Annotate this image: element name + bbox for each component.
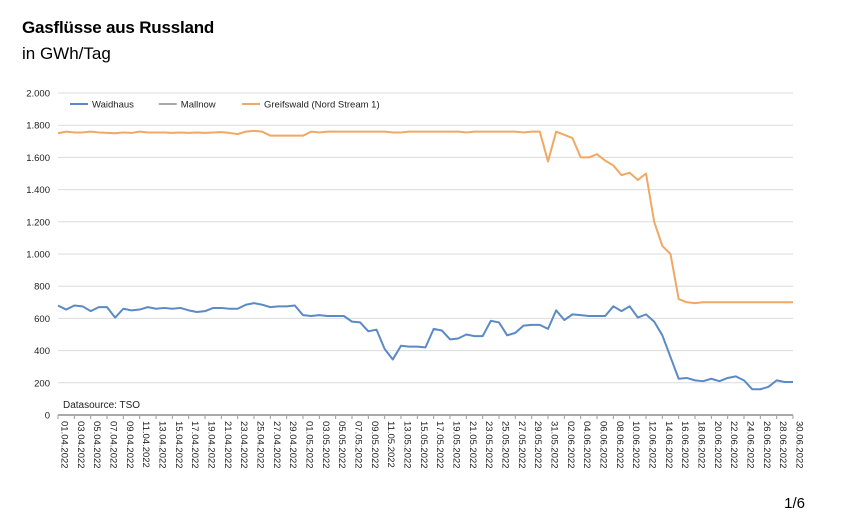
y-tick-label: 1.400 bbox=[26, 185, 50, 196]
x-tick-label: 19.04.2022 bbox=[206, 421, 217, 469]
x-tick-label: 02.06.2022 bbox=[565, 421, 576, 469]
page-number: 1/6 bbox=[784, 495, 805, 512]
y-tick-label: 1.200 bbox=[26, 217, 50, 228]
y-tick-label: 600 bbox=[34, 314, 50, 325]
x-tick-label: 21.04.2022 bbox=[222, 421, 233, 469]
source-note: Datasource: TSO bbox=[63, 400, 140, 411]
x-tick-label: 05.05.2022 bbox=[336, 421, 347, 469]
x-tick-label: 08.06.2022 bbox=[614, 421, 625, 469]
y-tick-label: 200 bbox=[34, 378, 50, 389]
x-tick-label: 13.04.2022 bbox=[157, 421, 168, 469]
y-tick-label: 1.600 bbox=[26, 153, 50, 164]
y-tick-label: 400 bbox=[34, 346, 50, 357]
x-tick-label: 17.05.2022 bbox=[434, 421, 445, 469]
x-tick-label: 01.04.2022 bbox=[59, 421, 70, 469]
chart-subtitle: in GWh/Tag bbox=[22, 44, 111, 63]
legend-label: Greifswald (Nord Stream 1) bbox=[264, 100, 380, 111]
legend-label: Waidhaus bbox=[92, 100, 134, 111]
series-line-waidhaus bbox=[57, 302, 793, 391]
x-tick-label: 09.05.2022 bbox=[369, 421, 380, 469]
x-tick-label: 30.06.2022 bbox=[794, 421, 805, 469]
x-tick-label: 06.06.2022 bbox=[598, 421, 609, 469]
x-tick-label: 13.05.2022 bbox=[402, 421, 413, 469]
x-tick-label: 03.04.2022 bbox=[75, 421, 86, 469]
x-tick-label: 20.06.2022 bbox=[712, 421, 723, 469]
x-tick-label: 29.04.2022 bbox=[287, 421, 298, 469]
x-tick-label: 10.06.2022 bbox=[630, 421, 641, 469]
x-tick-label: 01.05.2022 bbox=[304, 421, 315, 469]
legend-label: Mallnow bbox=[181, 100, 216, 111]
x-tick-label: 31.05.2022 bbox=[549, 421, 560, 469]
x-tick-label: 27.04.2022 bbox=[271, 421, 282, 469]
x-tick-label: 22.06.2022 bbox=[728, 421, 739, 469]
x-tick-label: 21.05.2022 bbox=[467, 421, 478, 469]
x-tick-label: 03.05.2022 bbox=[320, 421, 331, 469]
series-lines bbox=[57, 129, 793, 416]
x-tick-label: 25.05.2022 bbox=[500, 421, 511, 469]
x-axis: 01.04.2022 03.04.2022 05.04.2022 07.04.2022… bbox=[57, 415, 805, 469]
x-tick-label: 09.04.2022 bbox=[124, 421, 135, 469]
x-tick-label: 12.06.2022 bbox=[647, 421, 658, 469]
legend: Waidhaus Mallnow Greifswald (Nord Stream 1… bbox=[70, 100, 380, 111]
x-tick-label: 11.04.2022 bbox=[140, 421, 151, 468]
x-tick-label: 26.06.2022 bbox=[761, 421, 772, 469]
x-tick-label: 23.04.2022 bbox=[238, 421, 249, 469]
x-tick-label: 15.05.2022 bbox=[418, 421, 429, 469]
chart-title: Gasflüsse aus Russland bbox=[22, 18, 215, 37]
y-tick-label: 2.000 bbox=[26, 89, 50, 100]
x-tick-label: 15.04.2022 bbox=[173, 421, 184, 469]
x-tick-label: 16.06.2022 bbox=[679, 421, 690, 469]
y-tick-label: 1.800 bbox=[26, 121, 50, 132]
x-tick-label: 07.04.2022 bbox=[108, 421, 119, 469]
y-axis: 0 200 400 600 800 1.000 1.200 1.400 1.600 1.800 2.… bbox=[26, 89, 50, 422]
y-tick-label: 800 bbox=[34, 282, 50, 293]
series-line-greifswald-nord-stream-1 bbox=[57, 129, 793, 305]
x-tick-label: 19.05.2022 bbox=[451, 421, 462, 469]
x-tick-label: 04.06.2022 bbox=[581, 421, 592, 469]
x-tick-label: 23.05.2022 bbox=[483, 421, 494, 469]
y-tick-label: 0 bbox=[45, 411, 50, 422]
x-tick-label: 05.04.2022 bbox=[91, 421, 102, 469]
y-tick-label: 1.000 bbox=[26, 250, 50, 261]
grid-lines bbox=[58, 92, 793, 416]
x-tick-label: 29.05.2022 bbox=[532, 421, 543, 469]
x-tick-label: 17.04.2022 bbox=[189, 421, 200, 469]
x-tick-label: 28.06.2022 bbox=[777, 421, 788, 469]
x-tick-label: 18.06.2022 bbox=[696, 421, 707, 469]
x-tick-label: 27.05.2022 bbox=[516, 421, 527, 469]
x-tick-label: 07.05.2022 bbox=[353, 421, 364, 469]
x-tick-label: 11.05.2022 bbox=[385, 421, 396, 468]
x-tick-label: 24.06.2022 bbox=[745, 421, 756, 469]
x-tick-label: 25.04.2022 bbox=[255, 421, 266, 469]
x-tick-label: 14.06.2022 bbox=[663, 421, 674, 469]
